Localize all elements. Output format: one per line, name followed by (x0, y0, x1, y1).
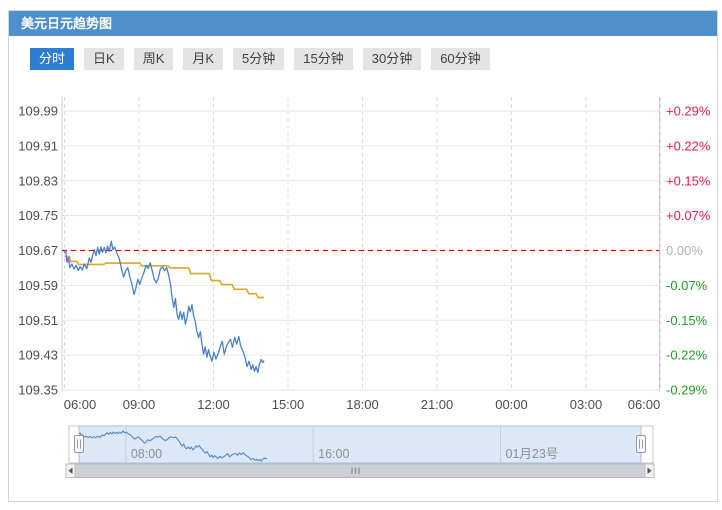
axis-label: 109.83 (18, 173, 58, 188)
tab-30min[interactable]: 30分钟 (362, 48, 422, 70)
tab-daily-k[interactable]: 日K (84, 48, 124, 70)
axis-label: -0.07% (666, 278, 708, 293)
axis-label: 109.43 (18, 348, 58, 363)
axis-label: 21:00 (421, 397, 454, 412)
tab-15min[interactable]: 15分钟 (294, 48, 353, 70)
axis-label: -0.29% (666, 383, 708, 398)
axis-label: 06:00 (64, 397, 97, 412)
axis-label: 109.51 (18, 313, 58, 328)
navigator-price-line (78, 430, 268, 462)
axis-label: 08:00 (131, 447, 162, 461)
trend-chart-panel: 美元日元趋势图 分时 日K 周K 月K 5分钟 15分钟 30分钟 60分钟 (8, 10, 718, 502)
axis-label: -0.15% (666, 313, 708, 328)
tab-monthly-k[interactable]: 月K (183, 48, 224, 70)
left-arrow-icon (68, 467, 73, 474)
tab-fenshi[interactable]: 分时 (30, 48, 75, 70)
right-arrow-icon (647, 467, 652, 474)
axis-label: 109.59 (18, 278, 58, 293)
axis-label: 109.35 (18, 383, 58, 398)
axis-label: 01月23号 (506, 447, 559, 461)
axis-label: 09:00 (123, 397, 156, 412)
axis-label: 03:00 (570, 397, 603, 412)
axis-label: +0.29% (666, 104, 711, 119)
axis-label: 06:00 (628, 397, 661, 412)
axis-label: 0.00% (666, 243, 703, 258)
axis-label: 00:00 (495, 397, 528, 412)
axis-label: 109.75 (18, 208, 58, 223)
tab-weekly-k[interactable]: 周K (133, 48, 174, 70)
average-line (64, 255, 264, 299)
navigator-right-handle[interactable] (636, 435, 646, 453)
axis-label: -0.22% (666, 348, 708, 363)
axis-label: +0.22% (666, 138, 711, 153)
axis-label: +0.15% (666, 173, 711, 188)
panel-title: 美元日元趋势图 (21, 16, 113, 31)
tab-5min[interactable]: 5分钟 (233, 48, 285, 70)
axis-label: 15:00 (272, 397, 305, 412)
axis-label: 109.91 (18, 138, 58, 153)
axis-label: 109.67 (18, 243, 58, 258)
tab-60min[interactable]: 60分钟 (431, 48, 490, 70)
tab-bar: 分时 日K 周K 月K 5分钟 15分钟 30分钟 60分钟 (30, 48, 490, 70)
axis-label: +0.07% (666, 208, 711, 223)
navigator-left-handle[interactable] (74, 435, 84, 453)
axis-label: 109.99 (18, 104, 58, 119)
panel-header: 美元日元趋势图 (9, 11, 717, 36)
axis-label: 18:00 (346, 397, 379, 412)
scrollbar-track[interactable] (74, 463, 646, 478)
price-line (63, 240, 265, 374)
axis-label: 12:00 (197, 397, 230, 412)
axis-label: 16:00 (318, 447, 349, 461)
